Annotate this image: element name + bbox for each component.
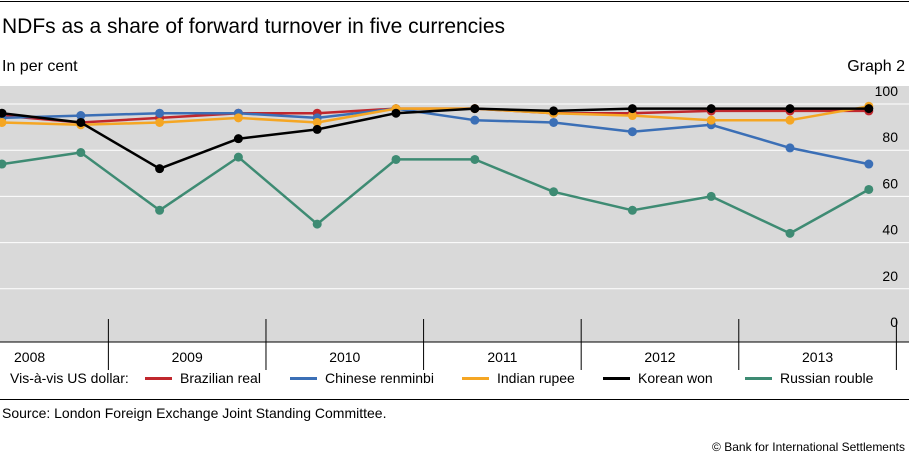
data-point: [0, 117, 7, 127]
data-point: [627, 127, 637, 137]
graph-number: Graph 2: [847, 58, 905, 75]
data-point: [233, 152, 243, 162]
series-russian-rouble: [0, 148, 874, 238]
x-tick-label: 2008: [14, 349, 45, 365]
legend-swatch: [290, 376, 317, 380]
data-point: [155, 205, 165, 215]
data-point: [76, 111, 86, 121]
x-tick-label: 2010: [329, 349, 360, 365]
year-tick-lines: [107, 319, 897, 370]
y-tick-labels: 0 20 40 60 80 100: [875, 86, 899, 330]
legend-divider: [0, 399, 909, 400]
data-point: [864, 184, 874, 194]
x-tick-label: 2013: [802, 349, 833, 365]
plot-background: [0, 86, 909, 342]
data-point: [627, 205, 637, 215]
y-tick-label: 60: [882, 175, 898, 191]
legend-item-brazilian-real: Brazilian real: [145, 370, 261, 386]
data-point: [706, 115, 716, 125]
x-tick-labels: 2008 2009 2010 2011 2012 2013: [14, 349, 833, 365]
legend-item-chinese-renminbi: Chinese renminbi: [290, 370, 434, 386]
series-korean-won: [0, 104, 874, 174]
data-point: [155, 108, 165, 118]
top-rule: [0, 1, 909, 2]
data-point: [627, 111, 637, 121]
series-line: [1, 151, 870, 235]
data-point: [155, 117, 165, 127]
legend: Vis-à-vis US dollar: Brazilian real Chin…: [0, 370, 909, 390]
source-note: Source: London Foreign Exchange Joint St…: [2, 405, 387, 421]
data-point: [706, 104, 716, 114]
legend-label: Indian rupee: [497, 370, 575, 386]
unit-label: In per cent: [2, 58, 78, 75]
data-point: [864, 104, 874, 114]
legend-label: Chinese renminbi: [325, 370, 434, 386]
legend-swatch: [603, 376, 630, 380]
legend-swatch: [462, 376, 489, 380]
series-line: [1, 107, 870, 166]
chart-title: NDFs as a share of forward turnover in f…: [2, 15, 506, 38]
data-point: [233, 113, 243, 123]
series-lines: [0, 101, 874, 238]
data-point: [549, 117, 559, 127]
data-point: [0, 159, 7, 169]
legend-swatch: [745, 376, 772, 380]
data-point: [76, 117, 86, 127]
data-point: [391, 108, 401, 118]
y-tick-label: 80: [882, 129, 898, 145]
x-tick-label: 2011: [487, 349, 517, 365]
y-tick-label: 40: [882, 222, 898, 238]
legend-lead: Vis-à-vis US dollar:: [10, 370, 129, 386]
legend-label: Russian rouble: [780, 370, 874, 386]
data-point: [76, 148, 86, 158]
legend-label: Brazilian real: [180, 370, 261, 386]
data-point: [0, 108, 7, 118]
x-tick-label: 2012: [644, 349, 675, 365]
legend-swatch: [145, 376, 172, 380]
y-tick-label: 0: [890, 314, 898, 330]
data-point: [549, 187, 559, 197]
data-point: [312, 219, 322, 229]
data-point: [155, 164, 165, 174]
legend-item-russian-rouble: Russian rouble: [745, 370, 873, 386]
grid-lines: [0, 103, 909, 290]
data-point: [233, 134, 243, 144]
legend-item-indian-rupee: Indian rupee: [462, 370, 575, 386]
data-point: [312, 124, 322, 134]
legend-item-korean-won: Korean won: [603, 370, 713, 386]
data-point: [785, 104, 795, 114]
series-line: [1, 107, 869, 170]
x-tick-label: 2009: [172, 349, 203, 365]
series-line: [1, 105, 870, 127]
data-point: [549, 106, 559, 116]
data-point: [706, 191, 716, 201]
data-point: [470, 115, 480, 125]
data-point: [391, 154, 401, 164]
y-tick-label: 20: [882, 268, 898, 284]
y-tick-label: 100: [875, 86, 899, 99]
data-point: [627, 104, 637, 114]
data-point: [785, 115, 795, 125]
legend-label: Korean won: [638, 370, 713, 386]
line-chart: 0 20 40 60 80 100 2008 2009 2010 2011 2012 2013: [0, 86, 909, 370]
data-point: [785, 228, 795, 238]
data-point: [470, 104, 480, 114]
data-point: [470, 154, 480, 164]
data-point: [864, 159, 874, 169]
data-point: [312, 117, 322, 127]
data-point: [785, 143, 795, 153]
copyright: © Bank for International Settlements: [712, 440, 905, 454]
